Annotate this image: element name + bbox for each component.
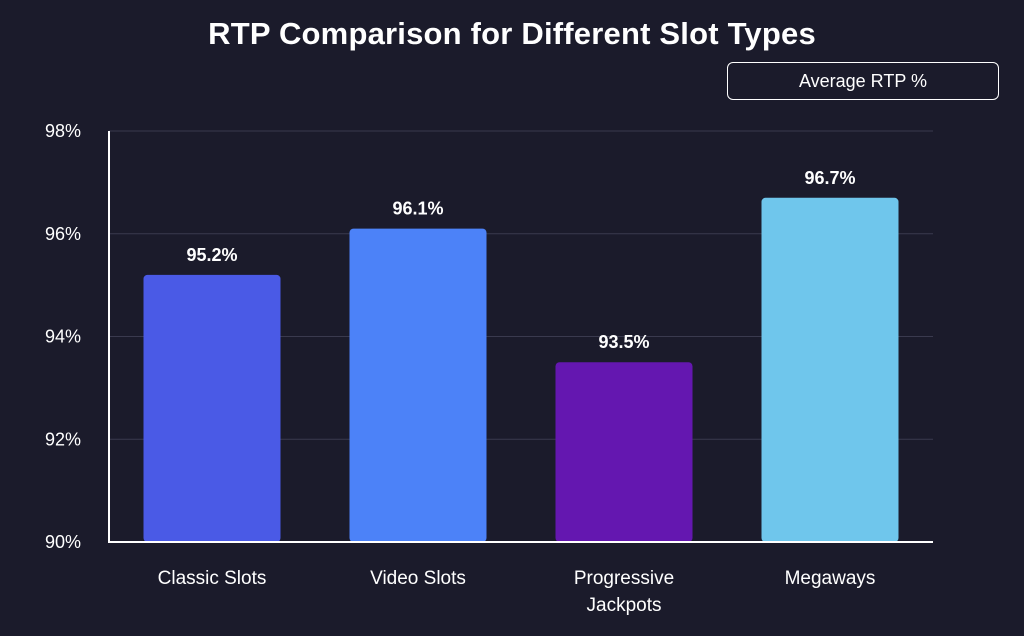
y-tick-label: 90% — [45, 532, 81, 552]
x-tick-label: Video Slots — [370, 568, 466, 589]
bar — [555, 362, 693, 542]
x-tick-labels: Classic Slots Video Slots Progressive Jackp… — [158, 568, 876, 616]
legend: Average RTP % — [727, 62, 999, 100]
y-tick-label: 94% — [45, 327, 81, 347]
bars — [143, 197, 899, 543]
legend-label: Average RTP % — [798, 70, 928, 91]
data-label: 96.7% — [804, 168, 855, 188]
chart-title: RTP Comparison for Different Slot Types — [208, 16, 816, 51]
y-tick-label: 98% — [45, 121, 81, 141]
data-label: 93.5% — [598, 332, 649, 352]
data-label: 95.2% — [186, 245, 237, 265]
bar — [761, 197, 899, 542]
axes — [108, 131, 933, 543]
y-tick-label: 96% — [45, 224, 81, 244]
y-tick-labels: 90% 92% 94% 96% 98% — [45, 121, 81, 552]
x-tick-label: Classic Slots — [158, 568, 267, 589]
bar — [349, 228, 487, 543]
x-tick-label: Progressive Jackpots — [574, 568, 674, 616]
x-tick-label: Megaways — [785, 568, 876, 589]
bar — [143, 274, 281, 542]
data-label: 96.1% — [392, 199, 443, 219]
y-tick-label: 92% — [45, 429, 81, 449]
value-labels: 95.2% 96.1% 93.5% 96.7% — [186, 168, 855, 352]
